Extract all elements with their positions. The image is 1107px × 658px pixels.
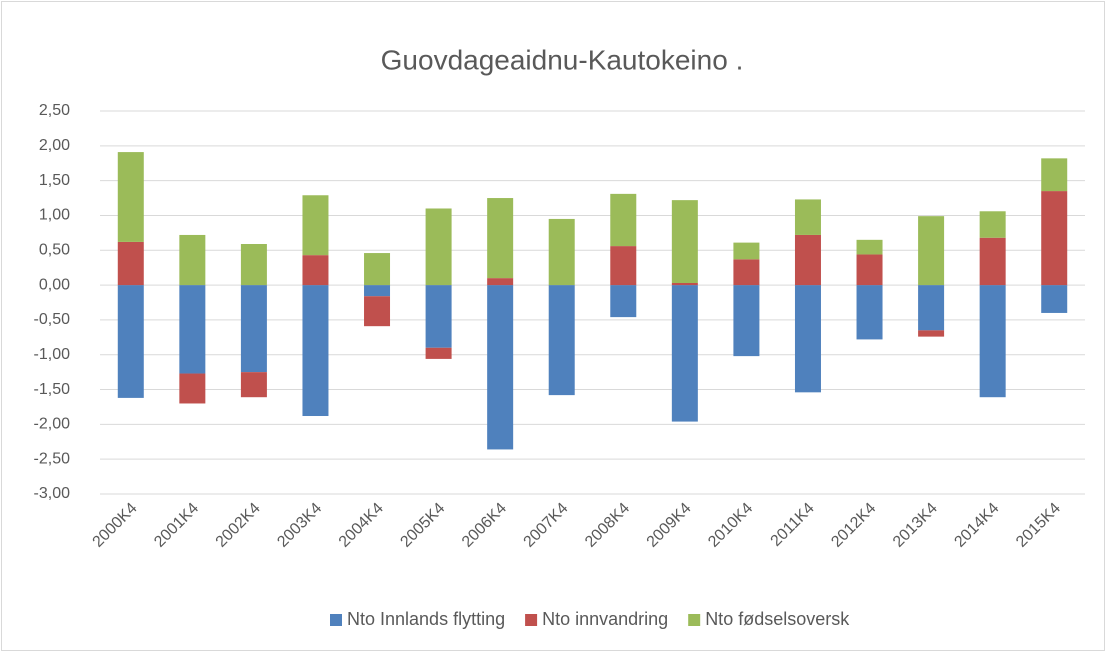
bar-segment [487,278,514,286]
bar-segment [671,283,698,286]
bar-segment [856,254,883,286]
bar-segment [117,152,144,242]
bar-segment [487,285,514,450]
bar-segment [302,255,329,286]
bar-segment [302,285,329,417]
bar-segment [979,285,1006,398]
bar-segment [610,246,637,286]
bar-segment [856,239,883,255]
y-tick-label: 1,50 [39,172,70,189]
y-tick-label: 1,00 [39,207,70,224]
bar-segment [610,193,637,247]
legend-swatch [525,614,538,626]
bar-segment [364,253,391,286]
bar-segment [733,285,760,357]
bar-segment [364,296,391,327]
legend-swatch [330,614,342,626]
bar-segment [1041,191,1068,286]
bar-segment [240,244,267,286]
y-tick-label: -3,00 [34,485,71,502]
bar-segment [179,373,206,404]
bar-segment [918,330,945,337]
bar-segment [425,208,452,286]
y-tick-label: 0,50 [39,241,70,258]
bar-segment [610,285,637,318]
bar-segment [117,241,144,286]
bar-segment [487,198,514,279]
y-tick-label: 2,50 [39,102,70,119]
y-tick-label: -2,50 [34,450,71,467]
legend-label: Nto innvandring [542,609,668,629]
chart-title: Guovdageaidnu-Kautokeino . [381,44,744,75]
bar-segment [671,200,698,284]
bar-segment [918,285,945,331]
y-tick-label: 2,00 [39,137,70,154]
y-tick-label: -2,00 [34,416,71,433]
bar-segment [794,285,821,393]
bar-segment [548,285,575,396]
bar-segment [918,216,945,286]
bar-segment [548,218,575,286]
bar-segment [425,347,452,359]
bar-segment [856,285,883,340]
legend-swatch [688,614,701,626]
bar-segment [979,237,1006,286]
bar-segment [794,234,821,286]
bar-segment [733,259,760,286]
bar-segment [733,242,760,260]
bar-segment [671,285,698,422]
bar-segment [302,195,329,256]
bar-segment [179,234,206,286]
bar-segment [1041,285,1068,313]
y-tick-label: -0,50 [34,311,71,328]
bar-segment [117,285,144,398]
bar-segment [179,285,206,374]
y-tick-label: -1,50 [34,381,71,398]
y-tick-label: 0,00 [39,276,70,293]
legend-label: Nto fødselsoversk [705,609,850,629]
bar-segment [240,372,267,398]
bar-segment [1041,158,1068,192]
bar-segment [364,285,391,297]
bar-segment [240,285,267,373]
y-tick-label: -1,00 [34,346,71,363]
legend-label: Nto Innlands flytting [347,609,505,629]
bar-segment [425,285,452,348]
bar-segment [979,211,1006,238]
bar-segment [794,199,821,235]
